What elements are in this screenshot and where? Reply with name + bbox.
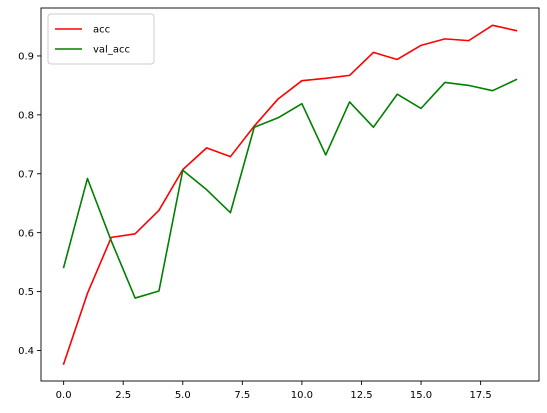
- x-tick-label: 5.0: [175, 390, 191, 401]
- legend-box: [48, 14, 154, 64]
- y-tick-label: 0.6: [18, 228, 34, 239]
- x-tick-label: 0.0: [56, 390, 72, 401]
- x-tick-label: 12.5: [350, 390, 372, 401]
- y-tick-label: 0.8: [18, 110, 34, 121]
- y-tick-label: 0.9: [18, 52, 34, 63]
- legend-label-acc: acc: [93, 25, 110, 36]
- y-tick-label: 0.4: [18, 346, 34, 357]
- y-tick-label: 0.5: [18, 287, 34, 298]
- x-tick-label: 2.5: [115, 390, 131, 401]
- x-tick-label: 7.5: [234, 390, 250, 401]
- x-tick-label: 15.0: [410, 390, 432, 401]
- legend-label-val_acc: val_acc: [93, 45, 130, 56]
- x-tick-label: 17.5: [469, 390, 491, 401]
- x-tick-label: 10.0: [291, 390, 313, 401]
- legend: acc val_acc: [48, 14, 154, 64]
- y-tick-label: 0.7: [18, 169, 34, 180]
